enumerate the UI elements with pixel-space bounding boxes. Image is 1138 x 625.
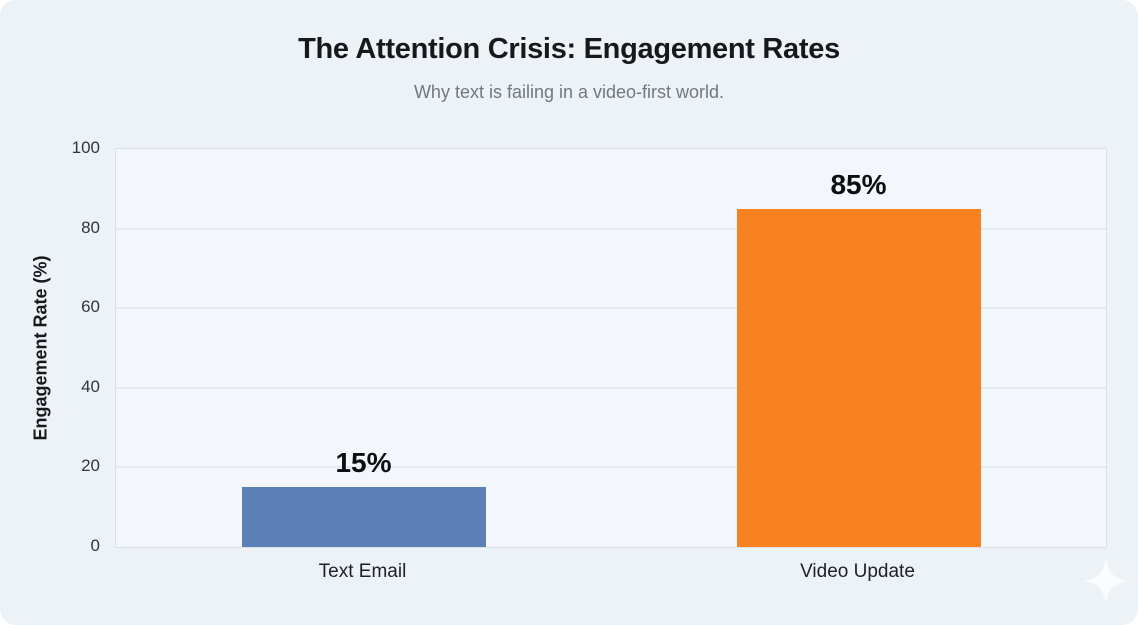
x-category-label: Text Email xyxy=(318,561,407,582)
bar-text-email xyxy=(241,487,486,547)
gridline xyxy=(116,386,1106,389)
y-tick-label: 80 xyxy=(81,217,100,237)
bar-value-label: 15% xyxy=(335,447,392,479)
bar-video-update xyxy=(736,208,981,547)
y-tick-label: 100 xyxy=(71,138,100,157)
y-tick-label: 40 xyxy=(81,376,100,396)
x-category-label: Video Update xyxy=(800,561,915,582)
y-tick-label: 0 xyxy=(90,536,100,555)
gridline xyxy=(116,466,1106,469)
chart-subtitle: Why text is failing in a video-first wor… xyxy=(413,82,725,102)
y-tick-label: 60 xyxy=(81,297,100,317)
bar-value-label: 85% xyxy=(830,168,887,200)
gridline xyxy=(116,227,1106,230)
plot-area: 15% 85% xyxy=(115,148,1107,548)
y-axis: 0 20 40 60 80 100 xyxy=(0,138,100,555)
x-axis: Text Email Video Update xyxy=(115,561,1107,591)
y-tick-label: 20 xyxy=(81,456,100,476)
gridline xyxy=(116,307,1106,310)
sparkle-watermark-icon xyxy=(1082,557,1130,605)
chart-title: The Attention Crisis: Engagement Rates xyxy=(298,33,840,65)
